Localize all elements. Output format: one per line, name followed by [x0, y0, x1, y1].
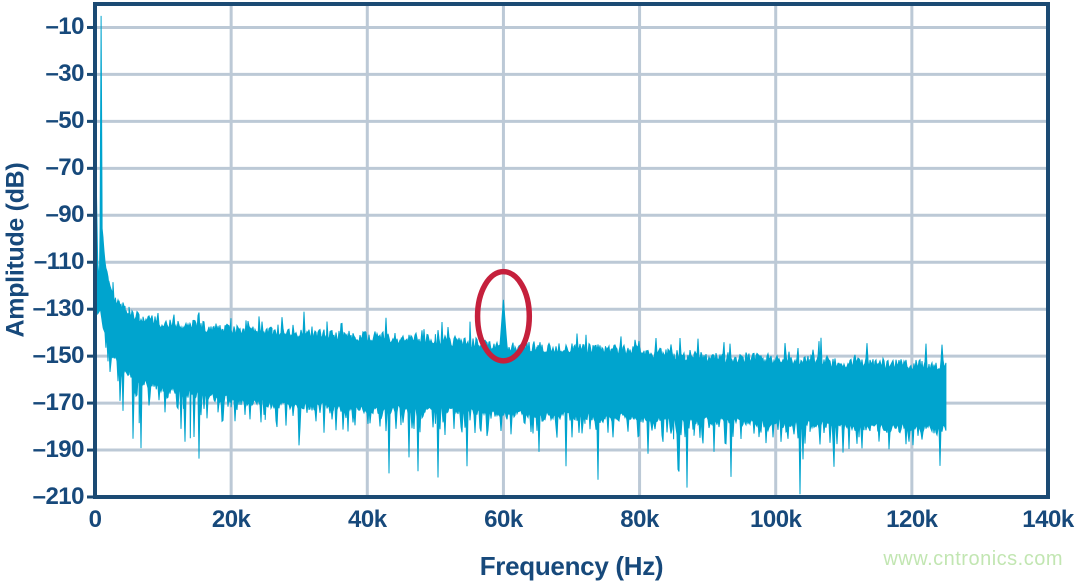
plot-border — [93, 2, 1050, 499]
y-tick-label: –30 — [45, 60, 84, 88]
y-tick-label: –90 — [45, 201, 84, 229]
y-tick-label: –130 — [32, 295, 85, 323]
x-tick-label: 60k — [484, 506, 523, 533]
y-axis-title: Amplitude (dB) — [1, 162, 30, 338]
y-tick-label: –210 — [32, 483, 85, 510]
x-tick-label: 120k — [886, 506, 938, 533]
x-tick-label: 100k — [750, 506, 802, 533]
y-tick-label: –170 — [32, 389, 85, 417]
x-tick-label: 140k — [1022, 506, 1074, 533]
x-tick-label: 40k — [348, 506, 387, 533]
watermark-text: www.cntronics.com — [883, 548, 1063, 570]
x-tick-label: 20k — [211, 506, 251, 533]
fft-noise-trace — [94, 15, 947, 495]
y-tick-label: –150 — [32, 342, 85, 370]
x-tick-label: 80k — [620, 506, 659, 533]
x-tick-label: 0 — [88, 506, 102, 533]
y-tick-label: –190 — [32, 436, 85, 464]
y-tick-label: –10 — [45, 13, 84, 41]
y-tick-label: –110 — [33, 248, 85, 276]
y-tick-label: –50 — [45, 107, 84, 135]
x-axis-title: Frequency (Hz) — [479, 551, 664, 581]
spur-highlight-ellipse — [474, 268, 533, 364]
y-tick-label: –70 — [45, 154, 84, 182]
